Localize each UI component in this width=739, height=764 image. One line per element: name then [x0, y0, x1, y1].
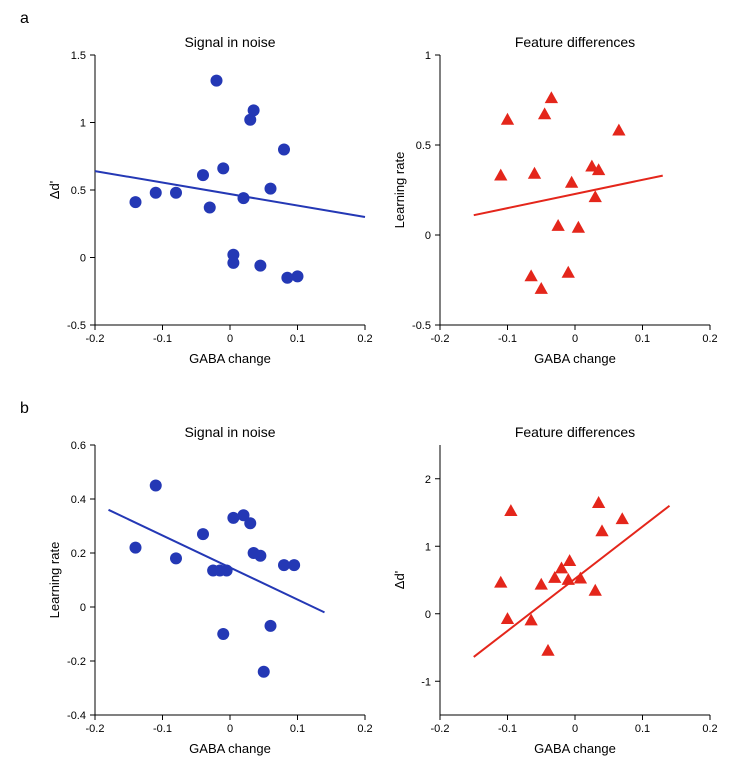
svg-text:GABA change: GABA change — [189, 351, 271, 366]
svg-text:0: 0 — [572, 723, 578, 735]
svg-text:0.4: 0.4 — [71, 494, 86, 506]
svg-text:0: 0 — [80, 602, 86, 614]
figure-root: a b Signal in noise -0.2 -0.1 0 0.1 0.2 -0.5 0 0… — [0, 0, 739, 764]
svg-text:-0.1: -0.1 — [153, 333, 172, 345]
chart-b-right: Feature differences -0.2 -0.1 0 0.1 0.2 -1 0 1 2 G… — [390, 420, 720, 760]
chart-b-left: Signal in noise-0.2-0.100.10.2-0.4-0.200… — [45, 420, 375, 760]
svg-text:0: 0 — [425, 230, 431, 242]
svg-text:0.2: 0.2 — [702, 723, 717, 735]
svg-text:-0.1: -0.1 — [498, 333, 517, 345]
svg-text:1: 1 — [425, 50, 431, 62]
svg-text:0.2: 0.2 — [702, 333, 717, 345]
panel-label-b: b — [20, 400, 29, 418]
svg-text:GABA change: GABA change — [534, 741, 616, 756]
svg-text:-0.2: -0.2 — [431, 723, 450, 735]
svg-text:-0.1: -0.1 — [153, 723, 172, 735]
svg-text:-0.1: -0.1 — [498, 723, 517, 735]
svg-text:1.5: 1.5 — [71, 50, 86, 62]
svg-text:2: 2 — [425, 474, 431, 486]
svg-text:GABA change: GABA change — [534, 351, 616, 366]
svg-text:0: 0 — [572, 333, 578, 345]
svg-text:-0.2: -0.2 — [67, 656, 86, 668]
chart-a-left: Signal in noise -0.2 -0.1 0 0.1 0.2 -0.5 0 0.5 1 1… — [45, 30, 375, 370]
svg-text:0: 0 — [227, 723, 233, 735]
svg-text:0: 0 — [80, 253, 86, 265]
svg-text:0.2: 0.2 — [71, 548, 86, 560]
svg-text:0.1: 0.1 — [290, 723, 305, 735]
svg-text:-0.2: -0.2 — [431, 333, 450, 345]
svg-text:-1: -1 — [421, 676, 431, 688]
svg-text:0: 0 — [425, 609, 431, 621]
svg-text:0.2: 0.2 — [357, 333, 372, 345]
svg-text:GABA change: GABA change — [189, 741, 271, 756]
svg-text:-0.2: -0.2 — [86, 333, 105, 345]
svg-text:0.5: 0.5 — [416, 140, 431, 152]
svg-text:Signal in noise: Signal in noise — [184, 34, 275, 50]
svg-text:-0.2: -0.2 — [86, 723, 105, 735]
svg-text:-0.5: -0.5 — [67, 320, 86, 332]
svg-text:Δd': Δd' — [47, 181, 62, 199]
svg-text:Learning rate: Learning rate — [392, 152, 407, 229]
svg-text:Learning rate: Learning rate — [47, 542, 62, 619]
svg-text:-0.4: -0.4 — [67, 710, 86, 722]
svg-text:0: 0 — [227, 333, 233, 345]
svg-text:1: 1 — [80, 118, 86, 130]
svg-text:0.6: 0.6 — [71, 440, 86, 452]
svg-text:0.2: 0.2 — [357, 723, 372, 735]
svg-text:0.1: 0.1 — [635, 333, 650, 345]
svg-text:Feature differences: Feature differences — [515, 424, 635, 440]
chart-a-right: Feature differences -0.2 -0.1 0 0.1 0.2 -0.5 0 0… — [390, 30, 720, 370]
svg-text:0.1: 0.1 — [635, 723, 650, 735]
svg-text:0.1: 0.1 — [290, 333, 305, 345]
panel-label-a: a — [20, 10, 29, 28]
svg-text:Feature differences: Feature differences — [515, 34, 635, 50]
svg-text:Δd': Δd' — [392, 571, 407, 589]
svg-text:1: 1 — [425, 541, 431, 553]
svg-text:-0.5: -0.5 — [412, 320, 431, 332]
svg-text:Signal in noise: Signal in noise — [184, 424, 275, 440]
svg-text:0.5: 0.5 — [71, 185, 86, 197]
